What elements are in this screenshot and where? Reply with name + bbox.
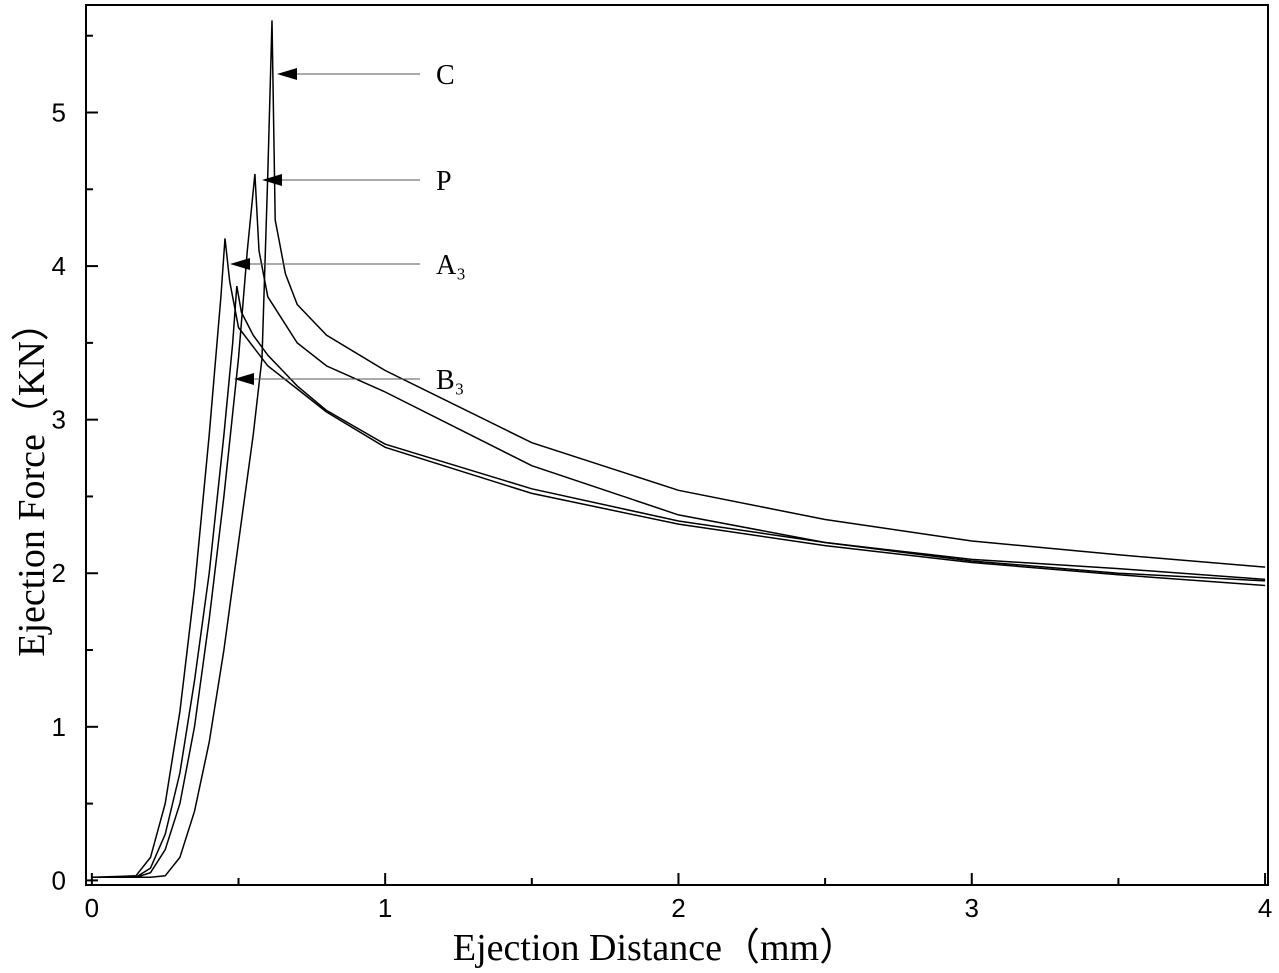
x-axis-label: Ejection Distance（mm） — [453, 927, 857, 969]
y-tick-label: 5 — [52, 98, 66, 128]
series-line — [91, 173, 1266, 879]
y-tick-label: 3 — [52, 405, 66, 435]
series-line — [91, 238, 1266, 879]
y-tick-label: 2 — [52, 558, 66, 588]
series-line — [91, 20, 1266, 879]
arrow-head — [230, 258, 250, 270]
series-label: C — [436, 60, 455, 91]
y-axis-label: Ejection Force（KN） — [11, 303, 53, 657]
series-label: P — [436, 166, 452, 197]
arrow-head — [234, 373, 254, 385]
x-tick-label: 1 — [378, 893, 392, 923]
y-tick-label: 1 — [52, 712, 66, 742]
series-label: B₃ — [436, 365, 464, 396]
series-label: A₃ — [436, 250, 466, 281]
series-line — [91, 285, 1266, 879]
y-tick-label: 0 — [52, 865, 66, 895]
x-tick-label: 4 — [1258, 893, 1272, 923]
x-tick-label: 2 — [671, 893, 685, 923]
y-tick-label: 4 — [52, 251, 66, 281]
arrow-head — [277, 68, 297, 80]
x-tick-label: 3 — [965, 893, 979, 923]
arrow-head — [262, 174, 282, 186]
plot-frame — [85, 4, 1269, 886]
x-tick-label: 0 — [85, 893, 99, 923]
